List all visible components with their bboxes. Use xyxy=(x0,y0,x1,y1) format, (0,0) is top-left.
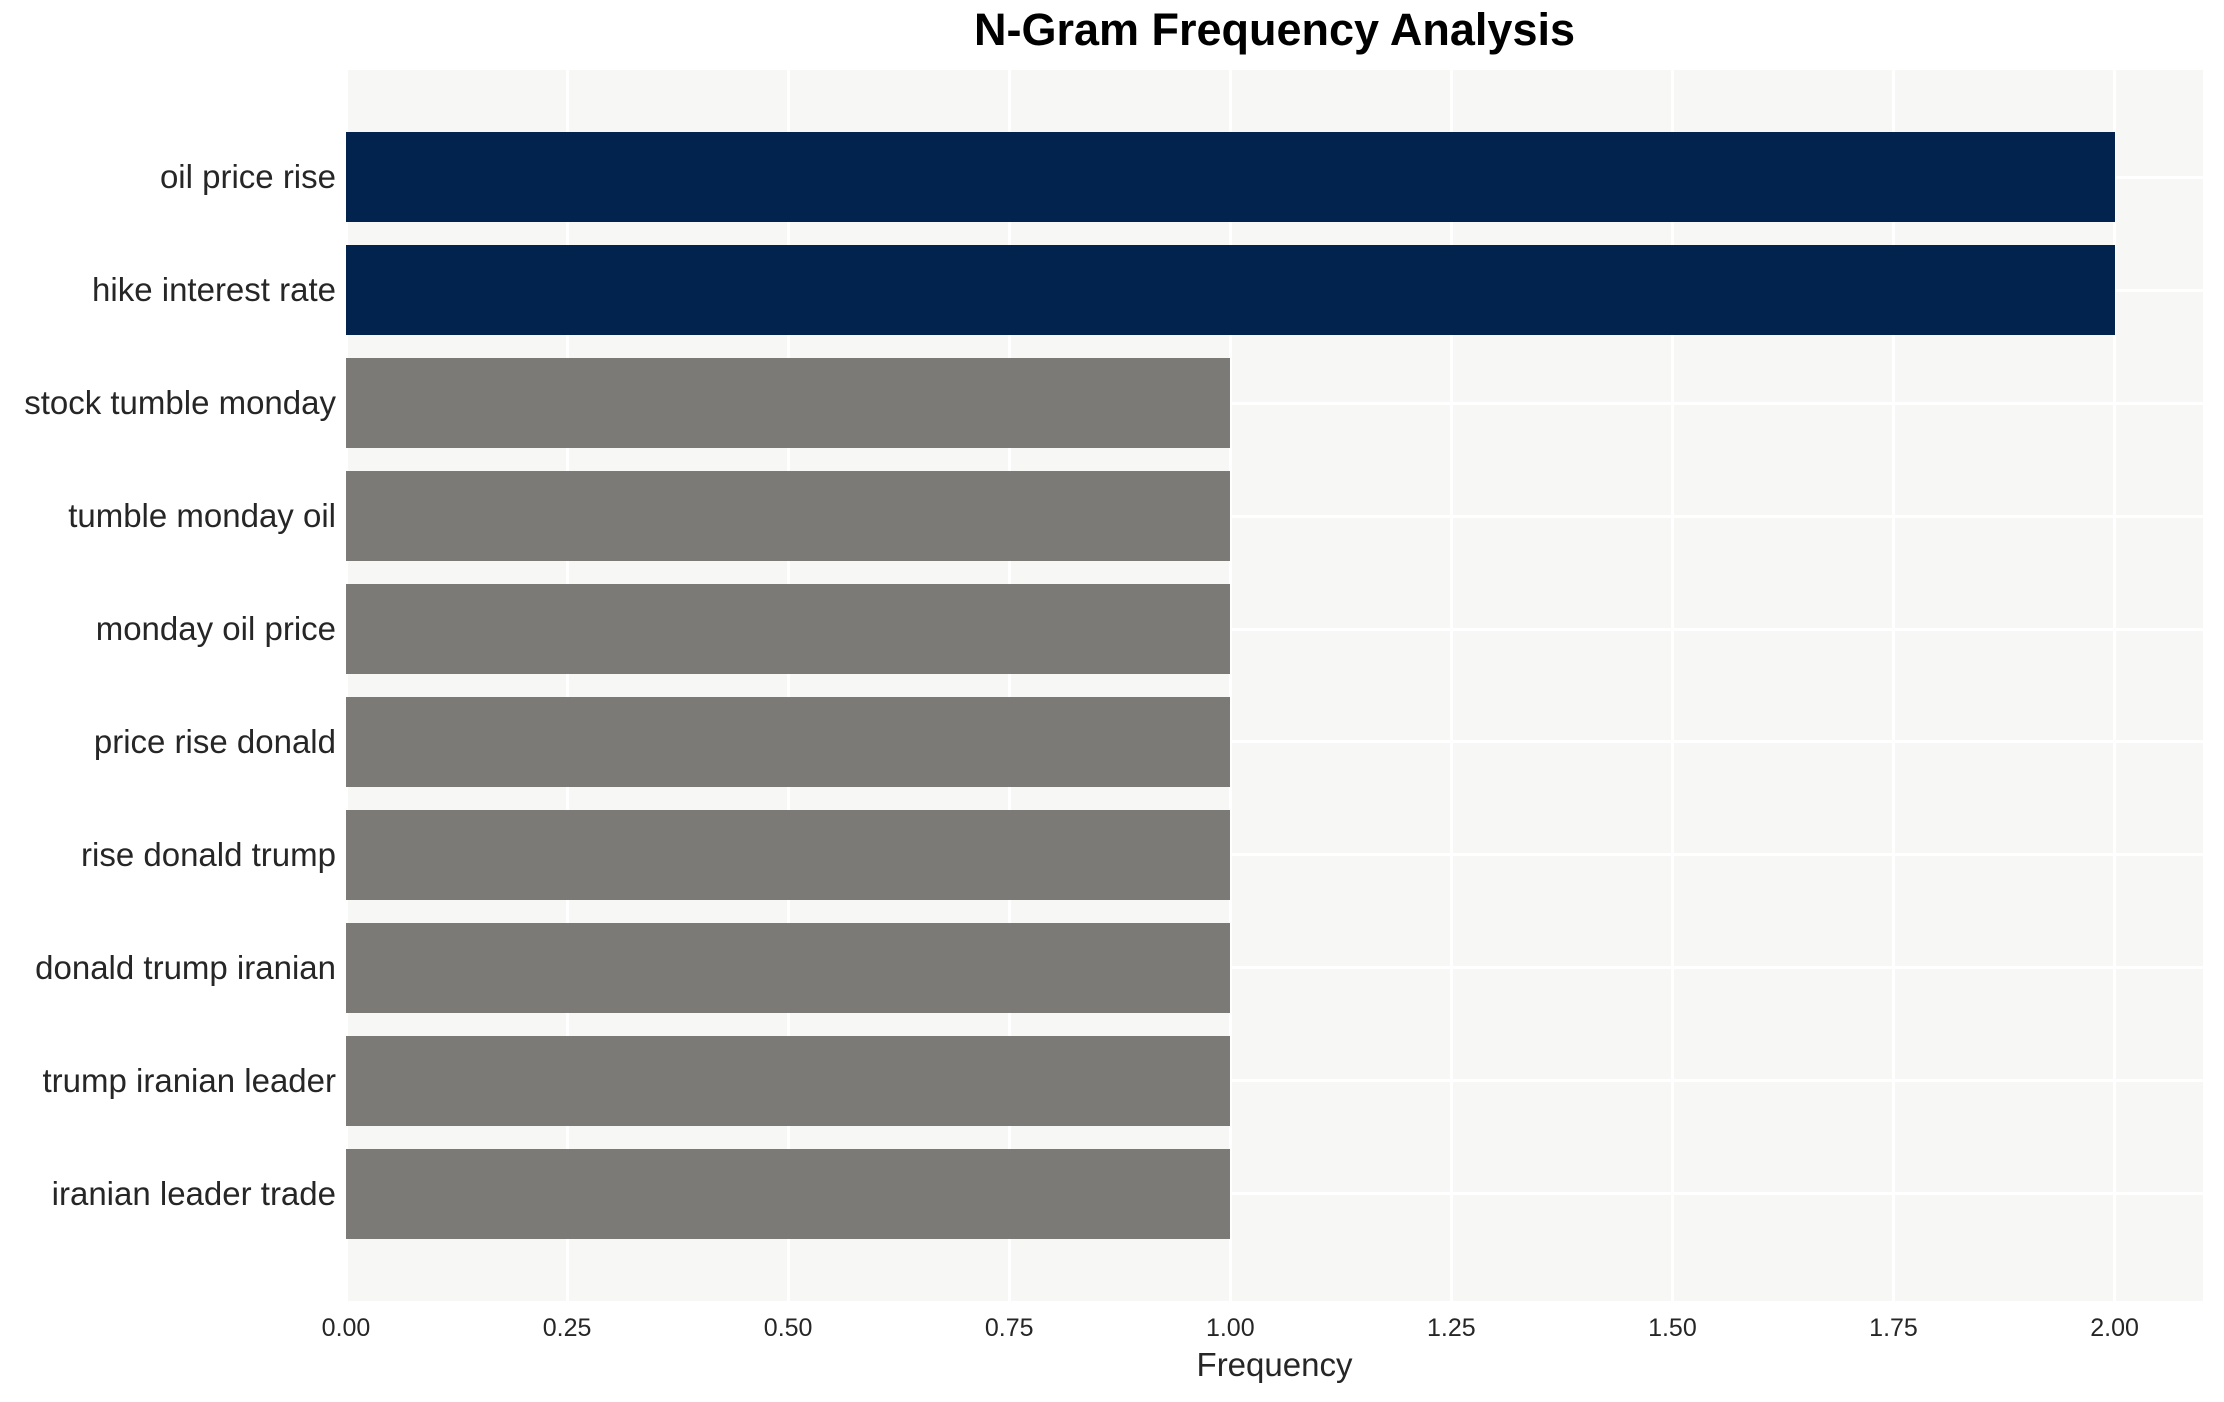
vertical-gridline xyxy=(565,70,569,1301)
bar xyxy=(346,245,2115,336)
category-label: tumble monday oil xyxy=(68,497,336,535)
bar xyxy=(346,809,1231,900)
x-axis-ticks: 0.00 0.25 0.50 0.75 1.00 1.25 1.50 1.75 2.00 xyxy=(322,1312,2203,1344)
x-tick-label: 0.75 xyxy=(984,1314,1034,1342)
category-label: donald trump iranian xyxy=(35,948,336,986)
x-tick-label: 0.25 xyxy=(542,1314,592,1342)
horizontal-gridline xyxy=(346,1079,2203,1083)
chart-title: N-Gram Frequency Analysis xyxy=(973,4,1576,55)
bar xyxy=(346,471,1231,562)
vertical-gridline xyxy=(1892,70,1895,1301)
bar xyxy=(346,1035,1231,1126)
x-tick-label: 0.00 xyxy=(321,1314,371,1342)
horizontal-gridline xyxy=(346,627,2203,631)
vertical-gridline xyxy=(2113,70,2117,1301)
category-label: hike interest rate xyxy=(92,271,336,309)
horizontal-gridline xyxy=(346,740,2203,744)
category-label: stock tumble monday xyxy=(24,384,336,422)
x-tick-label: 2.00 xyxy=(2090,1314,2139,1342)
horizontal-gridline xyxy=(346,514,2203,518)
x-tick-label: 1.50 xyxy=(1648,1314,1697,1342)
category-label: rise donald trump xyxy=(81,835,336,873)
vertical-gridline xyxy=(1007,70,1011,1301)
vertical-gridline xyxy=(346,70,348,1301)
vertical-gridline xyxy=(1228,70,1232,1301)
x-tick-label: 1.25 xyxy=(1427,1314,1476,1342)
horizontal-gridline xyxy=(346,401,2203,405)
vertical-gridline xyxy=(786,70,790,1301)
plot-area xyxy=(346,70,2203,1301)
horizontal-gridline xyxy=(346,966,2203,970)
bar xyxy=(346,584,1231,675)
x-tick-label: 1.75 xyxy=(1869,1314,1918,1342)
horizontal-gridline xyxy=(346,1192,2203,1196)
x-tick-label: 0.50 xyxy=(763,1314,813,1342)
bar xyxy=(346,1148,1231,1239)
category-label: monday oil price xyxy=(95,610,336,648)
category-label: iranian leader trade xyxy=(51,1174,336,1212)
bar xyxy=(346,696,1231,787)
bar xyxy=(346,358,1231,449)
vertical-gridline xyxy=(1670,70,1674,1301)
category-label: oil price rise xyxy=(159,158,336,196)
category-label: price rise donald xyxy=(93,722,336,760)
bar xyxy=(346,922,1231,1013)
category-axis: oil price rise hike interest rate stock tu… xyxy=(0,70,336,1301)
horizontal-gridline xyxy=(346,853,2203,857)
bar xyxy=(346,132,2115,223)
category-label: trump iranian leader xyxy=(42,1061,337,1099)
x-tick-label: 1.00 xyxy=(1205,1314,1255,1342)
vertical-gridline xyxy=(1449,70,1453,1301)
x-axis-label: Frequency xyxy=(1196,1346,1353,1383)
